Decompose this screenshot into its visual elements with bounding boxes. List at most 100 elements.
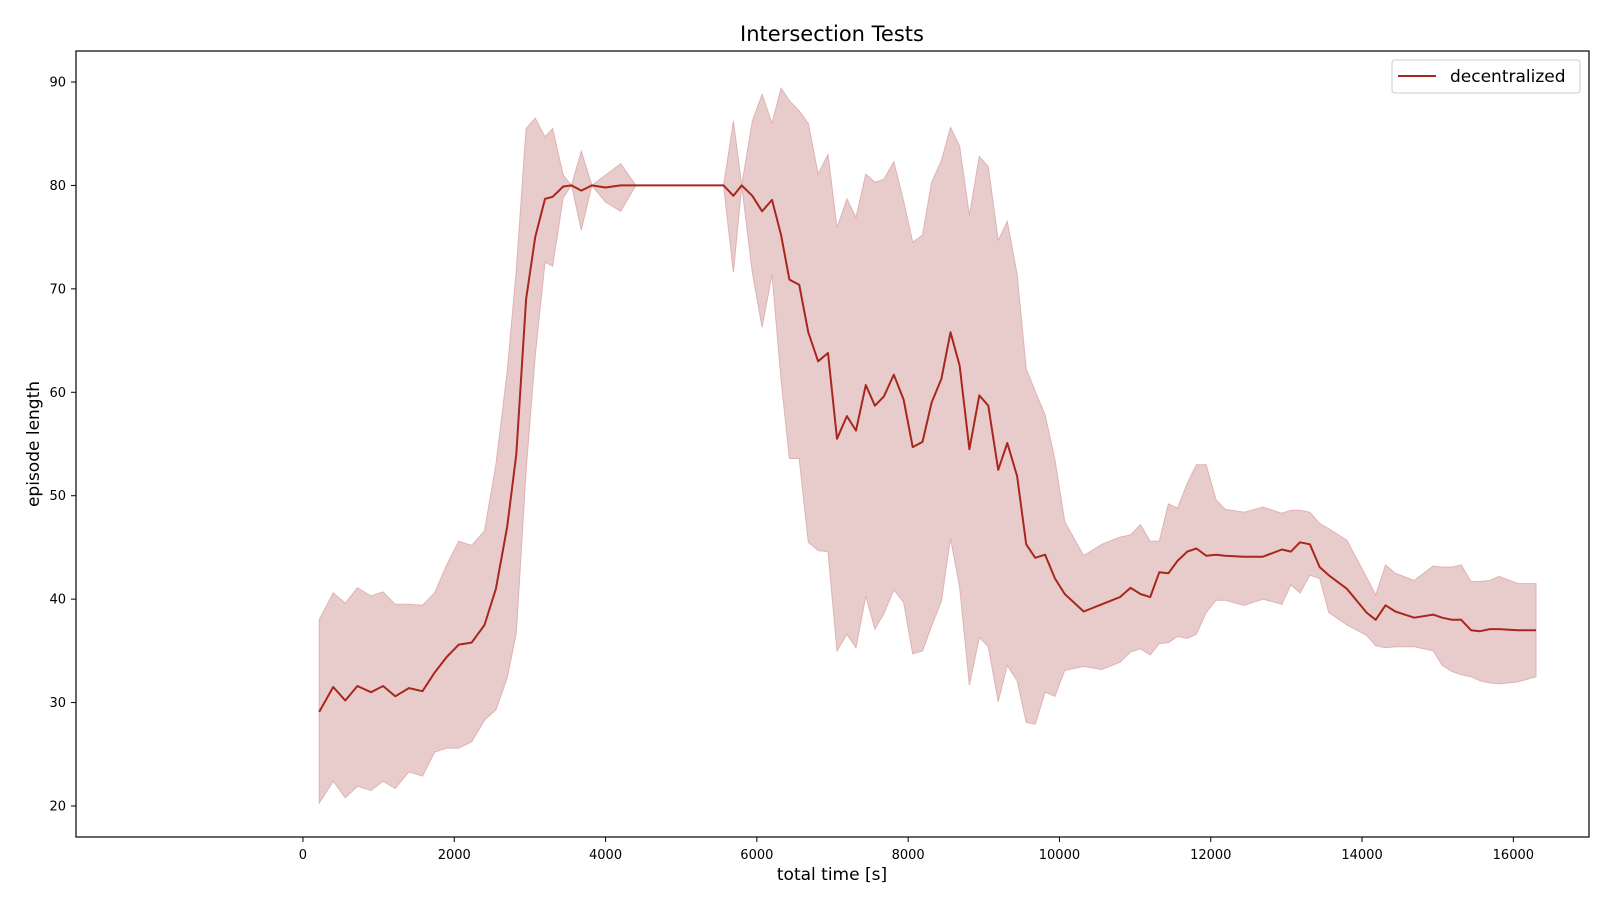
y-tick-label: 30	[49, 696, 66, 711]
data-point	[591, 185, 593, 187]
data-point	[836, 438, 838, 440]
data-point	[959, 365, 961, 367]
data-point	[752, 195, 754, 197]
data-point	[1498, 628, 1500, 630]
data-point	[332, 686, 334, 688]
data-point	[1479, 630, 1481, 632]
data-point	[979, 395, 981, 397]
data-point	[808, 332, 810, 334]
data-point	[855, 430, 857, 432]
data-point	[1044, 554, 1046, 556]
plot-frame	[75, 50, 1590, 838]
y-tick-label: 70	[49, 282, 66, 297]
y-axis-label: episode length	[24, 381, 44, 507]
legend: decentralized	[1391, 59, 1581, 94]
data-point	[1149, 596, 1151, 598]
data-point	[562, 186, 564, 188]
data-point	[506, 526, 508, 528]
data-point	[874, 405, 876, 407]
data-point	[1016, 475, 1018, 477]
data-point	[665, 185, 667, 187]
x-tick-label: 0	[299, 848, 307, 863]
data-point	[516, 454, 518, 456]
data-point	[552, 196, 554, 198]
data-point	[1441, 617, 1443, 619]
data-point	[931, 402, 933, 404]
data-point	[741, 185, 743, 187]
data-point	[1064, 593, 1066, 595]
data-point	[422, 690, 424, 692]
x-tick-label: 8000	[892, 848, 925, 863]
series-line-layer	[318, 184, 1537, 713]
data-point	[1177, 560, 1179, 562]
data-point	[1460, 619, 1462, 621]
y-tick-label: 60	[49, 386, 66, 401]
data-point	[581, 190, 583, 192]
data-point	[446, 656, 448, 658]
data-point	[534, 236, 536, 238]
data-point	[1054, 578, 1056, 580]
data-point	[605, 187, 607, 189]
data-point	[883, 396, 885, 398]
data-point	[1346, 588, 1348, 590]
data-point	[1290, 551, 1292, 553]
y-axis-ticks: 20 30 40 50 60 70 80 90	[49, 76, 76, 814]
data-point	[1196, 548, 1198, 550]
data-point	[780, 234, 782, 236]
data-point	[1319, 566, 1321, 568]
x-axis-label: total time [s]	[777, 865, 887, 885]
data-point	[1215, 554, 1217, 556]
data-point	[1083, 611, 1085, 613]
data-point	[827, 352, 829, 354]
data-point	[408, 687, 410, 689]
y-tick-label: 90	[49, 76, 66, 91]
data-point	[1395, 611, 1397, 613]
data-point	[1309, 544, 1311, 546]
data-point	[620, 185, 622, 187]
data-point	[950, 332, 952, 334]
y-tick-label: 20	[49, 799, 66, 814]
data-point	[1328, 575, 1330, 577]
data-point	[1375, 619, 1377, 621]
data-point	[1535, 629, 1537, 631]
data-point	[525, 298, 527, 300]
legend-box	[1391, 59, 1581, 94]
data-point	[865, 384, 867, 386]
data-point	[893, 374, 895, 376]
data-point	[1243, 556, 1245, 558]
data-point	[969, 448, 971, 450]
data-point	[733, 195, 735, 197]
data-point	[382, 685, 384, 687]
data-point	[798, 284, 800, 286]
data-point	[1159, 571, 1161, 573]
data-point	[1119, 596, 1121, 598]
data-point	[903, 399, 905, 401]
x-tick-label: 16000	[1493, 848, 1534, 863]
data-point	[1034, 557, 1036, 559]
data-point	[1489, 628, 1491, 630]
data-point	[789, 279, 791, 281]
x-axis-ticks: 0 2000 4000 6000 8000 10000 12000 14000 16000	[299, 837, 1534, 863]
data-point	[1517, 629, 1519, 631]
data-point	[1101, 604, 1103, 606]
data-point	[1299, 542, 1301, 544]
data-point	[1262, 556, 1264, 558]
data-point	[1130, 587, 1132, 589]
data-point	[817, 361, 819, 363]
data-point	[345, 700, 347, 702]
legend-label-decentralized: decentralized	[1450, 67, 1566, 87]
data-point	[846, 415, 848, 417]
data-point	[1366, 612, 1368, 614]
data-point	[1140, 593, 1142, 595]
data-point	[1007, 442, 1009, 444]
x-tick-label: 12000	[1190, 848, 1231, 863]
data-point	[761, 211, 763, 213]
data-point	[1451, 619, 1453, 621]
data-point	[1168, 573, 1170, 575]
data-point	[1432, 614, 1434, 616]
data-point	[922, 441, 924, 443]
confidence-band-layer	[318, 86, 1537, 805]
data-point	[771, 199, 773, 201]
data-point	[1025, 544, 1027, 546]
